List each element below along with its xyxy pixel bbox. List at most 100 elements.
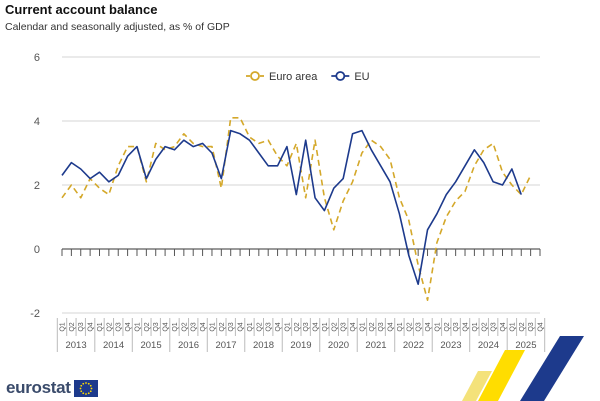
flag-star [89, 389, 92, 392]
year-tick-label: 2025 [515, 340, 536, 351]
quarter-tick-label: Q1 [397, 322, 404, 331]
quarter-tick-label: Q3 [266, 322, 273, 331]
quarter-tick-label: Q3 [378, 322, 385, 331]
flag-background [73, 379, 98, 397]
year-tick-label: 2024 [478, 340, 499, 351]
year-tick-label: 2019 [290, 340, 311, 351]
quarter-tick-label: Q2 [181, 322, 188, 331]
ribbon-yellow [478, 350, 525, 401]
eu-flag-icon [73, 379, 98, 397]
y-tick-label: 2 [34, 180, 40, 192]
quarter-tick-label: Q4 [463, 322, 470, 331]
quarter-tick-label: Q2 [406, 322, 413, 331]
quarter-tick-label: Q4 [350, 322, 357, 331]
quarter-tick-label: Q3 [416, 322, 423, 331]
chart-subtitle: Calendar and seasonally adjusted, as % o… [5, 21, 230, 33]
quarter-tick-label: Q1 [472, 322, 479, 331]
quarter-tick-label: Q3 [453, 322, 460, 331]
quarter-tick-label: Q2 [144, 322, 151, 331]
quarter-tick-label: Q2 [481, 322, 488, 331]
flag-star [87, 391, 90, 394]
eurostat-logo: eurostat [6, 378, 98, 398]
y-tick-label: -2 [30, 308, 40, 320]
quarter-tick-label: Q2 [519, 322, 526, 331]
quarter-tick-label: Q1 [359, 322, 366, 331]
quarter-tick-label: Q2 [294, 322, 301, 331]
year-tick-label: 2018 [253, 340, 274, 351]
eurostat-ribbon-decoration [462, 336, 584, 401]
quarter-tick-label: Q2 [331, 322, 338, 331]
flag-star [84, 381, 87, 384]
quarter-tick-label: Q4 [163, 322, 170, 331]
flag-star [84, 392, 87, 395]
y-tick-label: 6 [34, 52, 40, 64]
flag-star [82, 391, 84, 394]
quarter-tick-label: Q4 [500, 322, 507, 331]
quarter-tick-label: Q3 [116, 322, 123, 331]
legend-label: EU [354, 71, 369, 83]
quarter-tick-label: Q4 [238, 322, 245, 331]
quarter-tick-label: Q1 [60, 322, 67, 331]
year-tick-label: 2022 [403, 340, 424, 351]
year-tick-label: 2014 [103, 340, 124, 351]
quarter-tick-label: Q1 [322, 322, 329, 331]
quarter-tick-label: Q2 [106, 322, 113, 331]
year-tick-label: 2013 [65, 340, 86, 351]
year-tick-label: 2017 [215, 340, 236, 351]
quarter-tick-label: Q4 [88, 322, 95, 331]
legend-label: Euro area [269, 71, 318, 83]
quarter-tick-label: Q2 [256, 322, 263, 331]
year-tick-label: 2023 [440, 340, 461, 351]
quarter-tick-label: Q1 [172, 322, 179, 331]
quarter-tick-label: Q1 [509, 322, 516, 331]
quarter-tick-label: Q4 [425, 322, 432, 331]
legend: Euro area EU [246, 71, 370, 83]
quarter-tick-label: Q2 [369, 322, 376, 331]
quarter-tick-label: Q2 [69, 322, 76, 331]
quarter-tick-label: Q4 [538, 322, 545, 331]
flag-star [90, 387, 93, 389]
flag-star [80, 389, 82, 392]
flag-star [79, 387, 82, 389]
quarter-tick-label: Q2 [444, 322, 451, 331]
quarter-tick-label: Q1 [284, 322, 291, 331]
quarter-tick-label: Q1 [434, 322, 441, 331]
quarter-tick-label: Q4 [313, 322, 320, 331]
ribbon-blue [520, 336, 584, 401]
y-tick-label: 0 [34, 244, 40, 256]
year-tick-label: 2021 [365, 340, 386, 351]
quarter-tick-label: Q1 [209, 322, 216, 331]
quarter-tick-label: Q3 [191, 322, 198, 331]
year-tick-label: 2020 [328, 340, 349, 351]
quarter-tick-label: Q1 [97, 322, 104, 331]
series-line-euro-area [61, 117, 532, 301]
quarter-tick-label: Q3 [153, 322, 160, 331]
quarter-tick-label: Q4 [388, 322, 395, 331]
flag-star [87, 382, 90, 385]
quarter-tick-label: Q1 [134, 322, 141, 331]
y-tick-label: 4 [34, 116, 40, 128]
flag-star [82, 382, 84, 385]
quarter-tick-label: Q4 [275, 322, 282, 331]
quarter-tick-label: Q3 [491, 322, 498, 331]
flag-star [80, 384, 82, 387]
quarter-tick-label: Q3 [228, 322, 235, 331]
ribbon-light-yellow [462, 371, 492, 401]
quarter-tick-label: Q3 [78, 322, 85, 331]
quarter-tick-label: Q1 [247, 322, 254, 331]
quarter-tick-label: Q2 [219, 322, 226, 331]
year-tick-label: 2016 [178, 340, 199, 351]
flag-star [89, 384, 92, 387]
quarter-tick-label: Q3 [303, 322, 310, 331]
quarter-tick-label: Q3 [528, 322, 535, 331]
quarter-tick-label: Q4 [200, 322, 207, 331]
quarter-tick-label: Q4 [125, 322, 132, 331]
quarter-tick-label: Q3 [341, 322, 348, 331]
series-line-eu [61, 129, 523, 285]
chart-title: Current account balance [5, 2, 158, 17]
eurostat-logo-text: eurostat [6, 378, 71, 397]
legend-marker [335, 71, 346, 81]
legend-marker [250, 71, 260, 81]
year-tick-label: 2015 [140, 340, 161, 351]
